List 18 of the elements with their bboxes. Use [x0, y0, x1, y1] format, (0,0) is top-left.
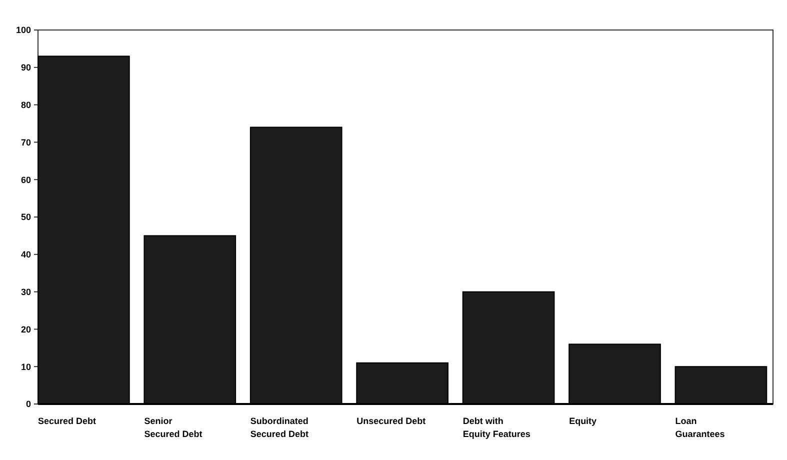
- y-tick-label: 100: [16, 25, 31, 36]
- y-tick-label: 70: [20, 137, 31, 148]
- y-tick-label: 20: [20, 324, 31, 334]
- y-tick-label: 30: [20, 286, 31, 297]
- x-tick-label: Debt with Equity Features: [462, 416, 530, 439]
- y-tick-label: 60: [20, 174, 31, 185]
- y-tick-label: 90: [20, 62, 31, 73]
- y-tick-label: 50: [20, 212, 31, 222]
- y-tick-label: 10: [20, 362, 31, 372]
- x-tick-label: Equity: [569, 416, 597, 426]
- x-tick-label: Loan Guarantees: [675, 416, 725, 439]
- y-tick-label: 40: [20, 250, 31, 260]
- x-tick-label: Unsecured Debt: [356, 416, 426, 426]
- x-tick-label: Secured Debt: [38, 416, 96, 426]
- x-tick-label: Senior Secured Debt: [144, 416, 202, 439]
- y-tick-label: 80: [20, 100, 31, 110]
- y-tick-label: 0: [26, 399, 31, 410]
- x-tick-label: Subordinated Secured Debt: [250, 416, 308, 439]
